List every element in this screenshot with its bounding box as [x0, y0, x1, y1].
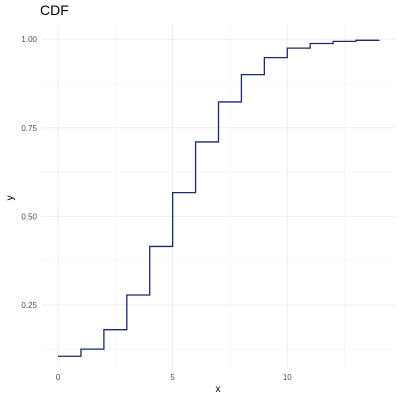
- plot-background: [42, 24, 395, 369]
- y-axis-ticks: 0.25 0.50 0.75 1.00: [21, 35, 37, 310]
- x-tick-label: 0: [56, 373, 61, 382]
- series-layer: [58, 39, 380, 357]
- cdf-step-line: [58, 39, 380, 357]
- x-axis-ticks: 0 5 10: [56, 373, 292, 382]
- plot-panel: [42, 24, 395, 369]
- x-tick-label: 10: [283, 373, 292, 382]
- x-tick-label: 5: [170, 373, 175, 382]
- y-axis-label: y: [5, 196, 16, 201]
- x-axis-label: x: [216, 384, 221, 395]
- y-tick-label: 0.75: [21, 124, 37, 133]
- y-tick-label: 1.00: [21, 35, 37, 44]
- y-tick-label: 0.25: [21, 301, 37, 310]
- chart-title: CDF: [40, 2, 69, 18]
- y-tick-label: 0.50: [21, 212, 37, 221]
